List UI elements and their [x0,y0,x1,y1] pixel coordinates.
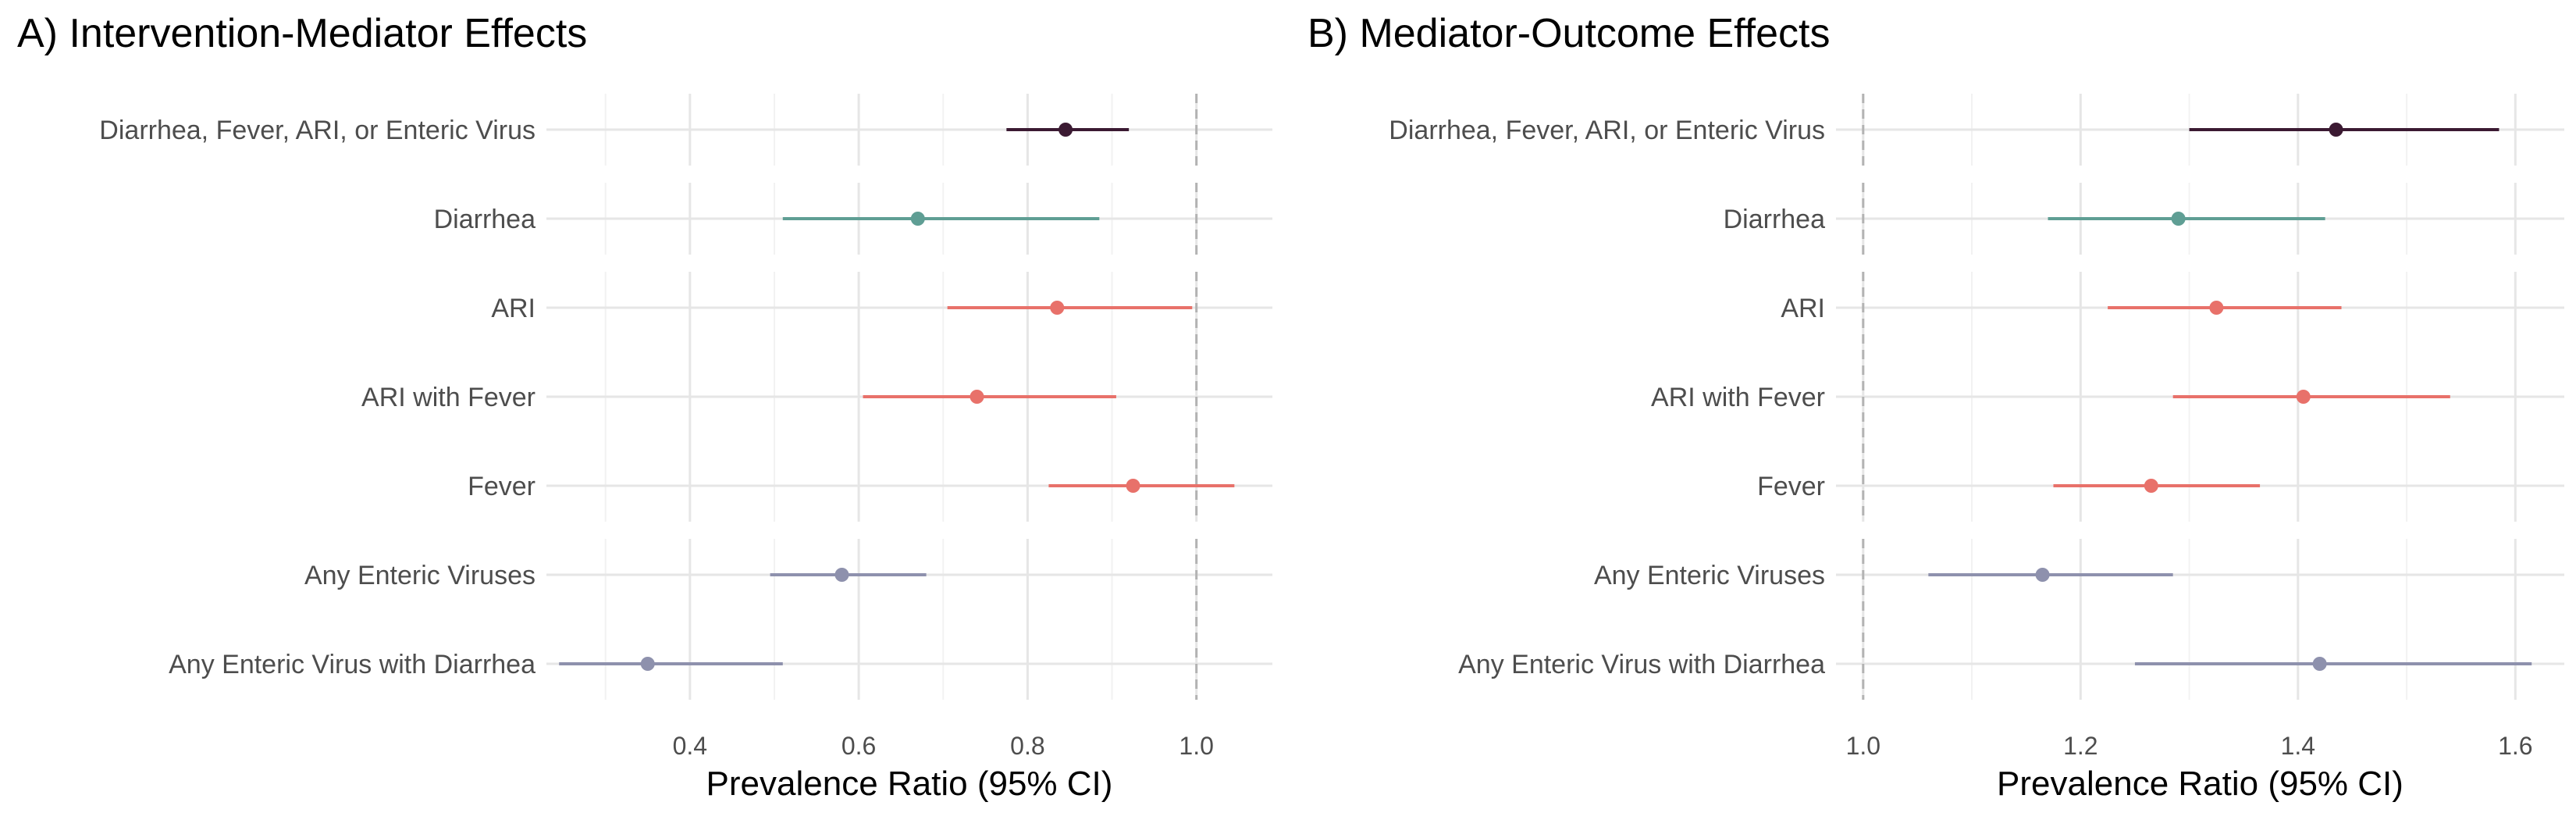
x-tick-label: 0.4 [673,732,707,760]
panel-a-intervention-mediator: A) Intervention-Mediator Effects Diarrhea… [17,11,1272,803]
x-axis-title: Prevalence Ratio (95% CI) [1997,765,2403,803]
category-label: Any Enteric Viruses [304,561,535,590]
category-label: Diarrhea, Fever, ARI, or Enteric Virus [1389,116,1825,145]
x-tick-label: 1.0 [1179,732,1213,760]
category-label: Diarrhea, Fever, ARI, or Enteric Virus [99,116,535,145]
point-estimate [2209,301,2224,315]
category-label: Any Enteric Viruses [1594,561,1825,590]
category-label: Diarrhea [434,205,535,234]
x-axis-title: Prevalence Ratio (95% CI) [706,765,1113,803]
point-estimate [2144,479,2158,493]
point-estimate [970,390,984,404]
category-label: Fever [1757,472,1825,501]
point-estimate [2171,212,2186,226]
category-label: ARI with Fever [1651,383,1825,412]
x-tick-label: 0.6 [841,732,876,760]
point-estimate [2329,123,2343,137]
point-estimate [2312,657,2327,671]
category-label: ARI [1781,294,1825,323]
point-estimate [2035,568,2050,582]
x-tick-label: 0.8 [1010,732,1044,760]
panel-title: A) Intervention-Mediator Effects [17,11,587,56]
x-tick-label: 1.0 [1846,732,1880,760]
point-estimate [1059,123,1073,137]
category-label: Any Enteric Virus with Diarrhea [169,650,535,679]
category-label: ARI with Fever [361,383,535,412]
point-estimate [2296,390,2311,404]
category-label: Fever [468,472,535,501]
point-estimate [910,212,925,226]
panel-title: B) Mediator-Outcome Effects [1308,11,1831,56]
x-tick-label: 1.2 [2063,732,2097,760]
point-estimate [640,657,655,671]
x-tick-label: 1.4 [2281,732,2315,760]
point-estimate [1050,301,1065,315]
category-label: ARI [491,294,535,323]
panel-b-mediator-outcome: B) Mediator-Outcome Effects Diarrhea, Fev… [1308,11,2564,803]
x-tick-label: 1.6 [2498,732,2532,760]
category-label: Any Enteric Virus with Diarrhea [1458,650,1825,679]
point-estimate [1126,479,1140,493]
category-label: Diarrhea [1724,205,1825,234]
point-estimate [834,568,849,582]
